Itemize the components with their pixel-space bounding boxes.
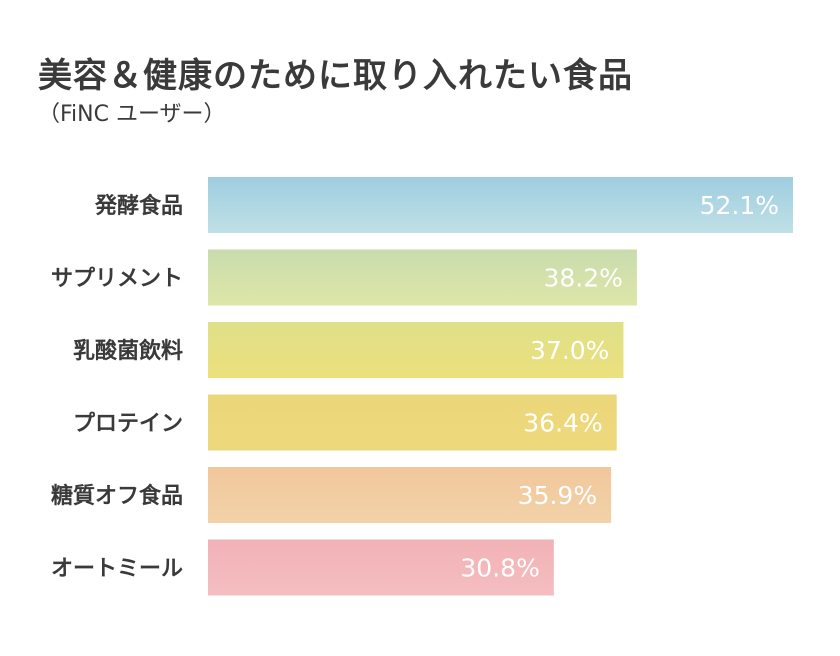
category-label-5: 糖質オフ食品 — [51, 483, 183, 509]
bar-1 — [208, 177, 793, 233]
bar-2 — [208, 249, 637, 306]
bar-3 — [208, 322, 624, 378]
bar-6 — [208, 539, 554, 596]
category-label-4: プロテイン — [73, 412, 183, 437]
chart-title: 美容＆健康のために取り入れたい食品 — [38, 56, 633, 96]
category-label-6: オートミール — [51, 557, 183, 582]
value-label-2: 38.2% — [544, 264, 623, 293]
bar-4 — [208, 394, 617, 451]
category-label-2: サプリメント — [51, 267, 183, 292]
value-label-5: 35.9% — [518, 481, 597, 510]
value-label-4: 36.4% — [523, 409, 602, 438]
value-label-6: 30.8% — [460, 554, 539, 583]
chart-subtitle: （FiNC ユーザー） — [38, 102, 226, 127]
bars-group: 発酵食品 52.1% サプリメント 38.2% 乳酸菌飲料 37.0% プロテイン 36.4%… — [51, 177, 793, 596]
bar-5 — [208, 467, 612, 523]
value-label-1: 52.1% — [700, 191, 779, 220]
value-label-3: 37.0% — [530, 336, 609, 365]
category-label-1: 発酵食品 — [94, 193, 183, 219]
category-label-3: 乳酸菌飲料 — [73, 338, 183, 364]
